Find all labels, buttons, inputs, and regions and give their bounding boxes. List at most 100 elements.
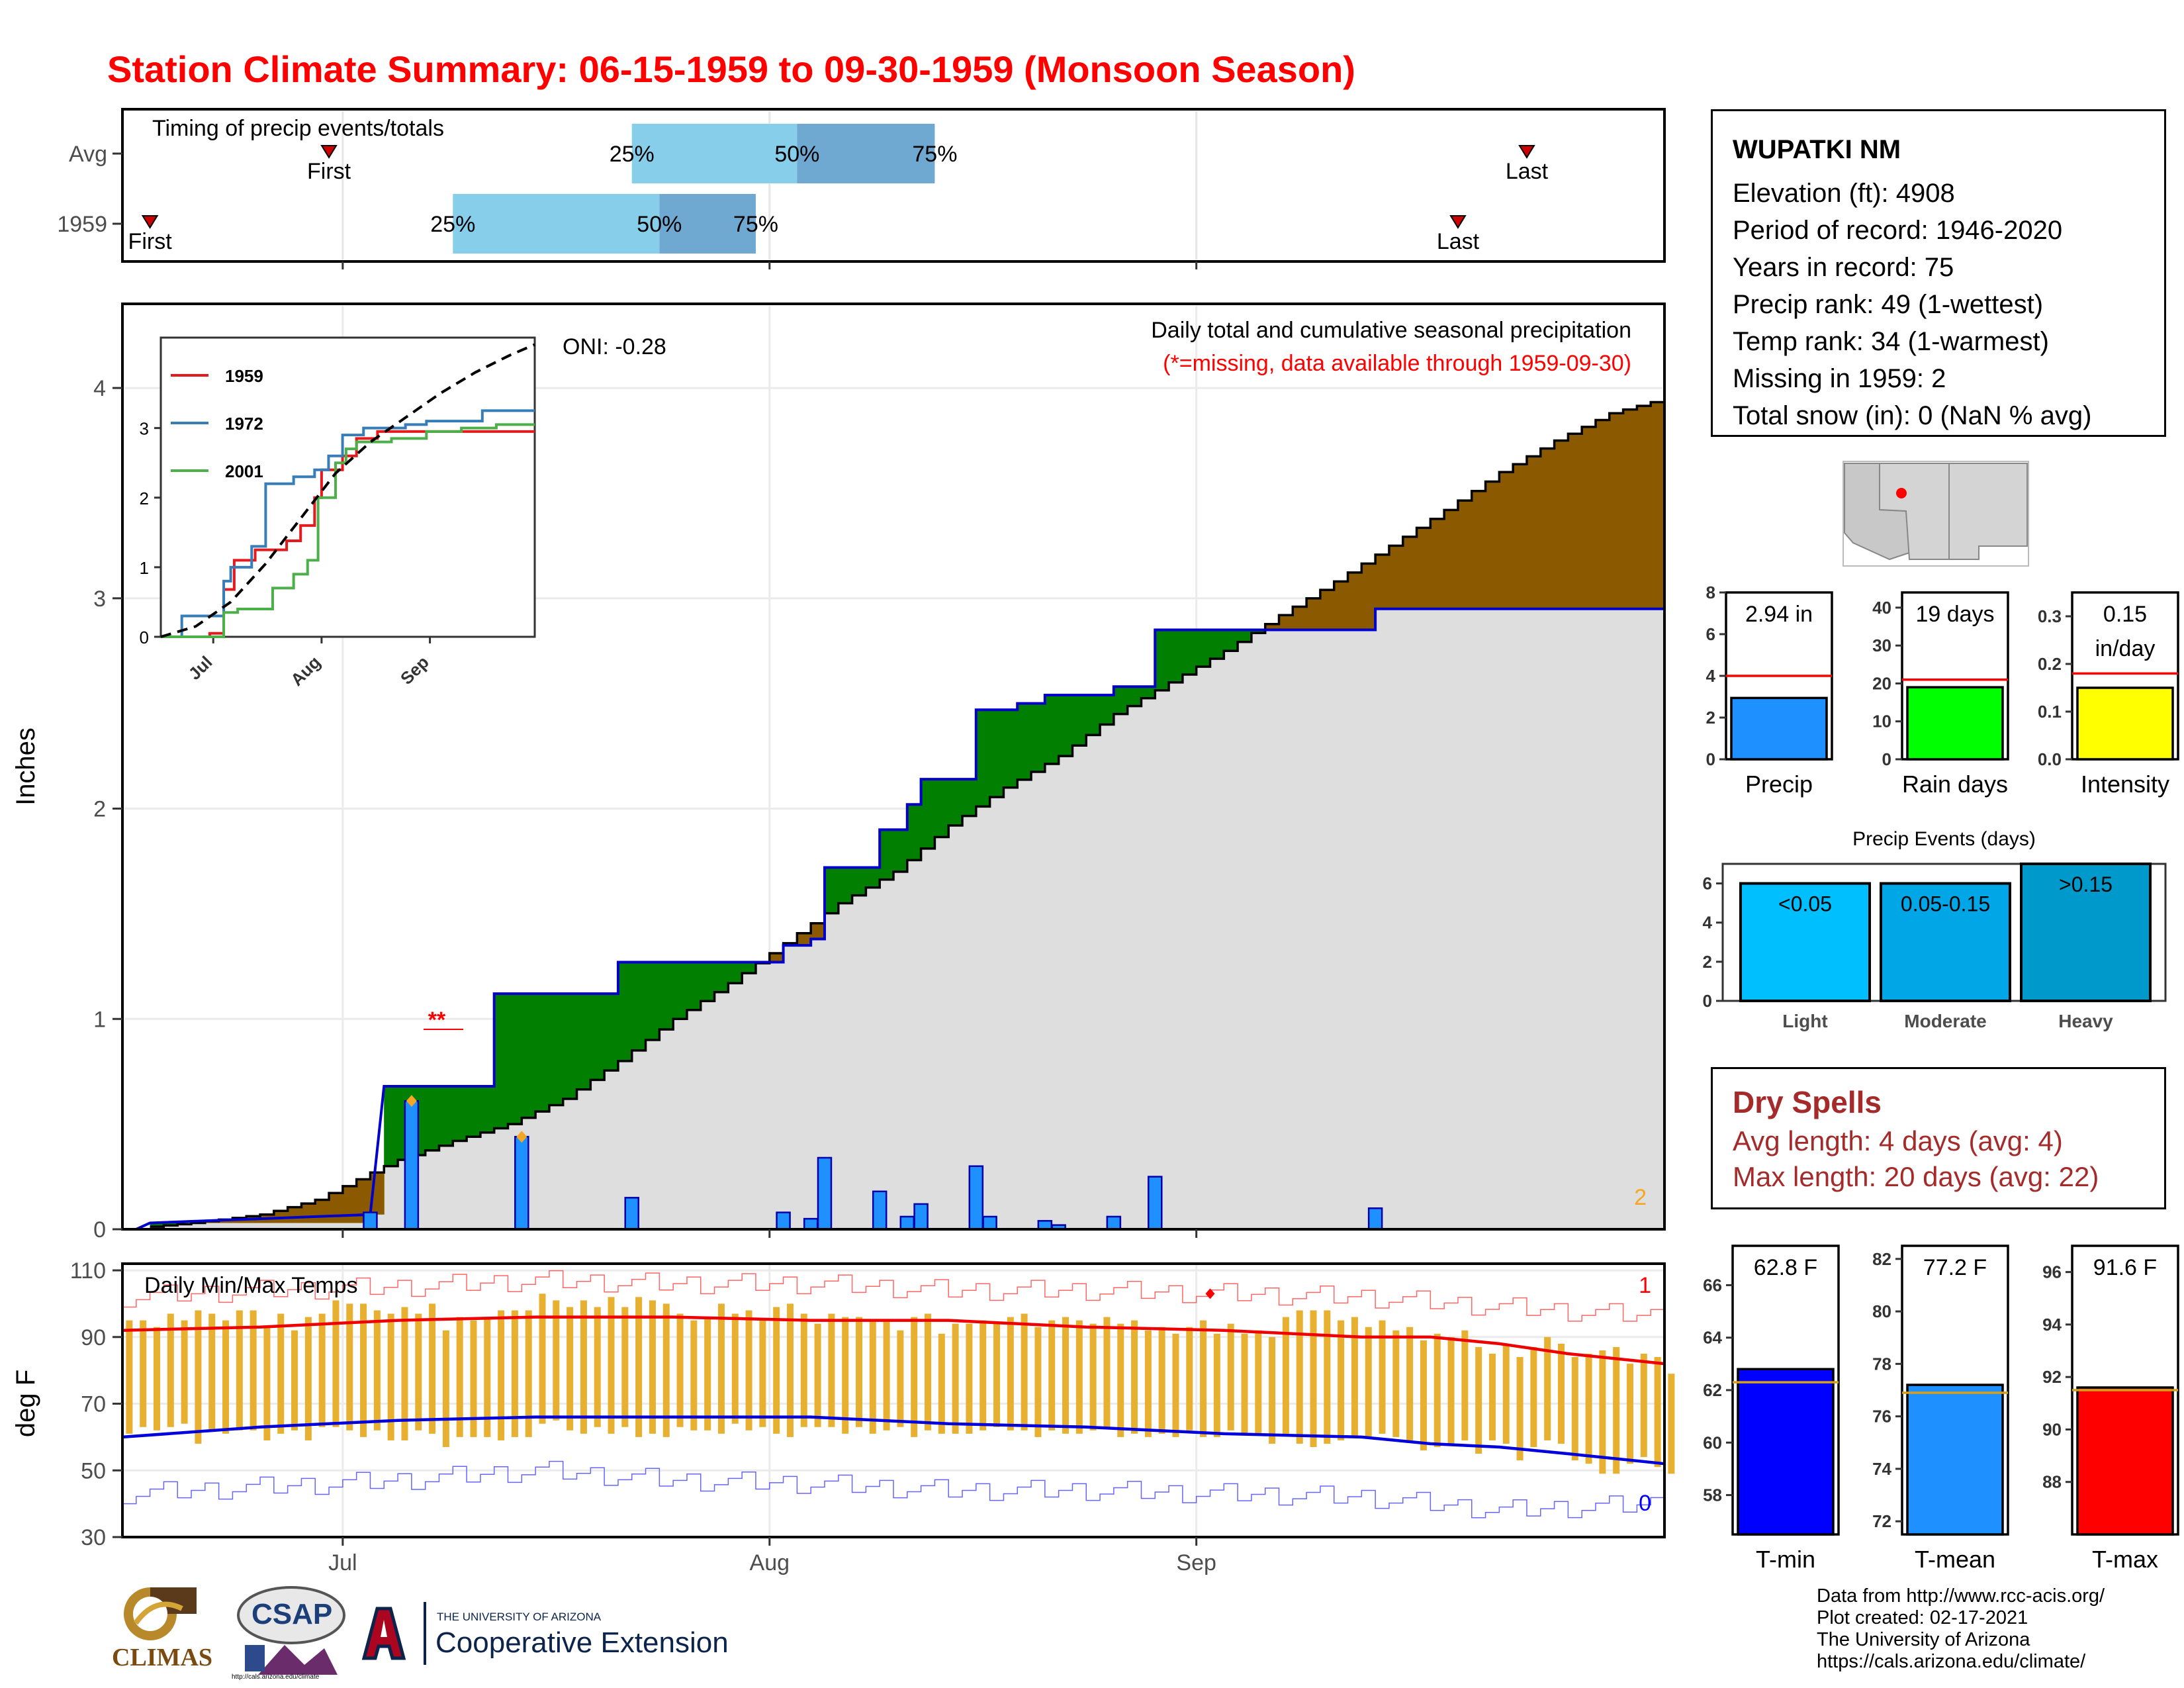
timing-bar-50-75 bbox=[797, 124, 935, 183]
precip-events-chart: Precip Events (days) <0.05 Light 0.05-0.15 M… bbox=[1703, 828, 2167, 1031]
precip-surplus-segment bbox=[563, 994, 578, 1100]
mini-ytick-label: 20 bbox=[1872, 673, 1891, 693]
precip-surplus-segment bbox=[714, 962, 729, 992]
temps-daily-bar bbox=[704, 1317, 711, 1430]
inset-series-1972 bbox=[161, 409, 535, 638]
precip-surplus-segment bbox=[948, 779, 963, 825]
mini-ytick-label: 8 bbox=[1706, 583, 1715, 602]
timing-label-first: First bbox=[307, 159, 351, 184]
precip-deficit-segment bbox=[1347, 572, 1362, 630]
temps-ylabel: deg F bbox=[11, 1370, 40, 1437]
precip-missing-marker bbox=[516, 1131, 527, 1143]
temps-daily-bar bbox=[442, 1330, 449, 1448]
temps-daily-bar bbox=[470, 1320, 477, 1437]
temps-daily-bar bbox=[869, 1320, 876, 1434]
temps-chart: 30 50 70 90 110 Jul Aug Sep deg F Daily Min/Max T… bbox=[11, 1258, 1675, 1575]
temps-daily-bar bbox=[1475, 1346, 1482, 1454]
precip-daily-bar bbox=[1148, 1176, 1163, 1231]
inset-ytick-label: 2 bbox=[140, 489, 149, 508]
inset-ytick-label: 3 bbox=[140, 419, 149, 439]
precip-surplus-segment bbox=[522, 994, 536, 1118]
temps-daily-bar bbox=[1571, 1357, 1578, 1461]
temps-daily-bar bbox=[786, 1303, 794, 1437]
temps-daily-bar bbox=[456, 1317, 463, 1437]
precip-deficit-segment bbox=[315, 1199, 330, 1223]
precip-surplus-segment bbox=[508, 994, 522, 1125]
precip-surplus-segment bbox=[1086, 694, 1101, 735]
precip-deficit-segment bbox=[1595, 420, 1610, 609]
dry-spells-max: Max length: 20 days (avg: 22) bbox=[1733, 1161, 2099, 1192]
precip-ytick-label: 4 bbox=[93, 376, 106, 401]
precip-surplus-segment bbox=[824, 867, 839, 914]
precip-surplus-segment bbox=[1155, 630, 1169, 690]
temps-daily-bar bbox=[1392, 1330, 1400, 1437]
station-years: Years in record: 75 bbox=[1733, 253, 1954, 282]
precip-daily-bar bbox=[817, 1156, 833, 1231]
temps-daily-bar bbox=[1117, 1323, 1124, 1437]
precip-surplus-segment bbox=[1182, 630, 1197, 675]
precip-surplus-segment bbox=[673, 962, 688, 1019]
precip-deficit-segment bbox=[1430, 518, 1445, 609]
timing-bar-25-50 bbox=[631, 124, 797, 183]
precip-deficit-segment bbox=[769, 953, 784, 962]
temps-daily-bar bbox=[1048, 1320, 1056, 1430]
mini-value-label-rain_days: 19 days bbox=[1915, 602, 1994, 627]
temps-daily-bar bbox=[553, 1300, 560, 1421]
events-ytick-label: 2 bbox=[1703, 952, 1712, 972]
precip-deficit-segment bbox=[1554, 440, 1569, 609]
temps-daily-bar bbox=[1544, 1336, 1551, 1440]
mini-ytick-label: 78 bbox=[1872, 1354, 1891, 1374]
mini-bar-tmean bbox=[1906, 1383, 2004, 1536]
page-title: Station Climate Summary: 06-15-1959 to 0… bbox=[107, 48, 1355, 90]
precip-surplus-segment bbox=[1224, 630, 1238, 651]
temps-daily-bar bbox=[1103, 1317, 1111, 1427]
events-bar-moderate bbox=[1880, 882, 2011, 1002]
temps-ytick-label: 30 bbox=[81, 1525, 106, 1550]
mini-ytick-label: 30 bbox=[1872, 635, 1891, 655]
inset-legend-label: 1959 bbox=[225, 366, 263, 386]
precip-surplus-segment bbox=[1003, 710, 1018, 788]
temps-daily-bar bbox=[594, 1307, 601, 1427]
temps-daily-bar bbox=[608, 1297, 615, 1434]
temps-daily-bar bbox=[415, 1313, 422, 1430]
precip-surplus-segment bbox=[838, 867, 853, 904]
mini-ytick-label: 58 bbox=[1703, 1485, 1722, 1505]
precip-surplus-segment bbox=[1127, 686, 1142, 706]
timing-label-50: 50% bbox=[637, 212, 682, 237]
precip-daily-bar bbox=[913, 1203, 929, 1231]
temps-daily-bar bbox=[511, 1310, 518, 1437]
temps-daily-bar bbox=[1530, 1346, 1537, 1448]
precip-missing-marker bbox=[406, 1095, 417, 1107]
mini-ytick-label: 66 bbox=[1703, 1275, 1722, 1295]
mini-bar-tmax bbox=[2076, 1386, 2174, 1536]
ua-text-top: THE UNIVERSITY OF ARIZONA bbox=[437, 1611, 602, 1623]
temps-title: Daily Min/Max Temps bbox=[144, 1273, 357, 1298]
precip-deficit-segment bbox=[1623, 409, 1637, 609]
mini-ytick-label: 0 bbox=[1706, 749, 1715, 769]
temps-daily-bar bbox=[731, 1313, 739, 1424]
temps-daily-bar bbox=[1075, 1320, 1083, 1434]
timing-marker-last bbox=[1449, 215, 1467, 229]
temps-daily-bar bbox=[1585, 1353, 1592, 1464]
station-missing: Missing in 1959: 2 bbox=[1733, 364, 1946, 393]
temps-daily-bar bbox=[1282, 1317, 1289, 1434]
locator-map bbox=[1843, 461, 2029, 567]
precip-missing-count: 2 bbox=[1634, 1185, 1647, 1210]
temps-xtick-label: Sep bbox=[1176, 1550, 1216, 1575]
temps-daily-bar bbox=[800, 1313, 807, 1427]
dry-spells-avg: Avg length: 4 days (avg: 4) bbox=[1733, 1125, 2063, 1156]
csap-text: CSAP bbox=[251, 1598, 333, 1630]
temps-ytick-label: 70 bbox=[81, 1392, 106, 1417]
precip-deficit-segment bbox=[1651, 402, 1665, 609]
precip-deficit-segment bbox=[1582, 426, 1596, 609]
temps-daily-bar bbox=[304, 1317, 312, 1440]
temps-daily-bar bbox=[277, 1313, 285, 1434]
precip-surplus-segment bbox=[1072, 694, 1087, 746]
precip-deficit-segment bbox=[1402, 536, 1418, 609]
precip-deficit-segment bbox=[1540, 448, 1555, 609]
precip-surplus-segment bbox=[1100, 694, 1115, 725]
temps-daily-bar bbox=[662, 1303, 670, 1437]
precip-surplus-segment bbox=[962, 779, 977, 816]
precip-surplus-segment bbox=[934, 779, 949, 837]
